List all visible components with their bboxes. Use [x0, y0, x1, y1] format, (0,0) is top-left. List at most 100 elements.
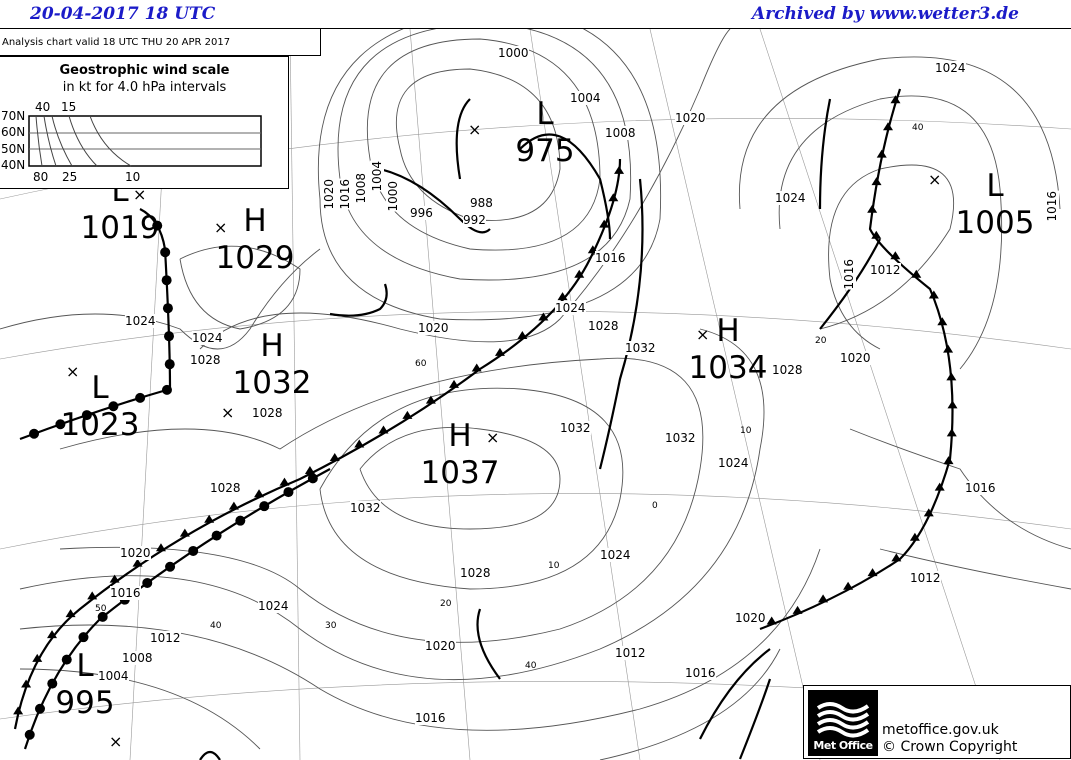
isobar-label: 1016 [110, 586, 141, 600]
cold-front-symbol [946, 428, 957, 437]
scale-top-15: 15 [61, 100, 77, 114]
lat-70n: 70N [1, 109, 26, 123]
cold-front-symbol [867, 204, 878, 213]
lat-50n: 50N [1, 142, 26, 156]
wind-scale-graph [28, 115, 262, 167]
isobar-label: 992 [463, 213, 486, 227]
cold-front-symbol [109, 574, 120, 583]
center-pressure: 1037 [420, 455, 500, 491]
isobar-label: 1016 [842, 259, 856, 290]
isobar-label: 1004 [98, 669, 129, 683]
center-marker: × [66, 362, 80, 381]
isobar-label: 1020 [425, 639, 456, 653]
warm-front-symbol [160, 247, 171, 258]
warm-front-symbol [165, 561, 176, 572]
weather-front [329, 283, 388, 317]
isobar-label: 1012 [615, 646, 646, 660]
center-pressure: 1034 [688, 350, 768, 386]
cold-front-symbol [876, 149, 887, 158]
warm-front-symbol [164, 359, 175, 370]
wind-scale-box: Geostrophic wind scale in kt for 4.0 hPa… [0, 56, 289, 189]
isobar-label: 1016 [415, 711, 446, 725]
cold-front-symbol [449, 379, 460, 388]
graticule-line [759, 29, 1001, 760]
met-office-credit: Met Office metoffice.gov.uk © Crown Copy… [803, 685, 1071, 759]
isobar [179, 245, 301, 330]
scale-bottom-10: 10 [125, 170, 141, 184]
center-pressure: 1023 [60, 407, 140, 443]
isobar [199, 29, 731, 350]
isobar [366, 38, 601, 251]
isobar-label: 1024 [192, 331, 223, 345]
center-pressure: 995 [55, 685, 115, 721]
center-type: L [536, 96, 554, 132]
weather-front [379, 167, 491, 234]
cold-front-symbol [13, 706, 24, 715]
center-pressure: 1029 [215, 240, 295, 276]
warm-front-symbol [47, 678, 58, 689]
warm-front-symbol [29, 428, 40, 439]
warm-front-symbol [162, 303, 173, 314]
cold-front-symbol [871, 177, 882, 186]
cold-front-symbol [943, 456, 954, 465]
pressure-center-high: H 1032 [212, 331, 332, 399]
cold-front-symbol [517, 331, 528, 340]
cold-front-symbol [867, 568, 878, 577]
warm-front-symbol [135, 392, 146, 403]
warm-front-symbol [235, 515, 246, 526]
center-pressure: 1005 [955, 205, 1035, 241]
warm-front-symbol [283, 487, 294, 498]
warm-front-symbol [161, 275, 172, 286]
isobar [19, 328, 765, 681]
cold-front-symbol [923, 508, 934, 517]
site-url[interactable]: metoffice.gov.uk [882, 722, 999, 738]
isobar [59, 357, 704, 643]
wind-speed-label: 20 [440, 599, 452, 609]
center-marker: × [486, 428, 500, 447]
graticule-line [529, 29, 641, 760]
cold-front-symbol [890, 95, 901, 104]
center-marker: × [133, 185, 147, 204]
warm-front-symbol [163, 331, 174, 342]
isobar-label: 1016 [1045, 191, 1059, 222]
graticule-line [649, 29, 821, 760]
isobar-label: 1012 [910, 571, 941, 585]
isobar-label: 1028 [460, 566, 491, 580]
pressure-center-low: L 1023 [40, 373, 160, 441]
isobar-label: 1016 [338, 179, 352, 210]
isobar-label: 1020 [322, 179, 336, 210]
cold-front-symbol [608, 193, 619, 202]
cold-front-symbol [65, 609, 76, 618]
isobar [19, 548, 821, 731]
pressure-center-low: L 975 [485, 99, 605, 167]
cold-front-symbol [179, 528, 190, 537]
warm-front-symbol [259, 501, 270, 512]
cold-front-symbol [378, 425, 389, 434]
cold-front-symbol [766, 616, 777, 625]
cold-front-symbol [928, 290, 939, 299]
wind-speed-label: 20 [815, 336, 827, 346]
isobar-label: 1028 [588, 319, 619, 333]
weather-front [13, 158, 622, 730]
wind-speed-label: 0 [652, 501, 658, 511]
scale-bottom-80: 80 [33, 170, 49, 184]
isobar-label: 1024 [555, 301, 586, 315]
cold-front-symbol [155, 543, 166, 552]
center-type: L [76, 648, 94, 684]
cold-front-symbol [937, 317, 948, 326]
cold-front-symbol [425, 395, 436, 404]
warm-front-symbol [34, 703, 45, 714]
warm-front-symbol [24, 729, 35, 740]
isobar [319, 387, 624, 590]
center-marker: × [928, 170, 942, 189]
weather-front [699, 648, 772, 760]
graticule-line [289, 29, 301, 760]
cold-front-symbol [494, 347, 505, 356]
isobar [359, 426, 561, 530]
center-type: L [986, 168, 1004, 204]
isobar-label: 1008 [605, 126, 636, 140]
isobar-label: 1016 [965, 481, 996, 495]
isobar [337, 29, 632, 281]
cold-front-symbol [279, 477, 290, 486]
isobar [317, 29, 662, 321]
